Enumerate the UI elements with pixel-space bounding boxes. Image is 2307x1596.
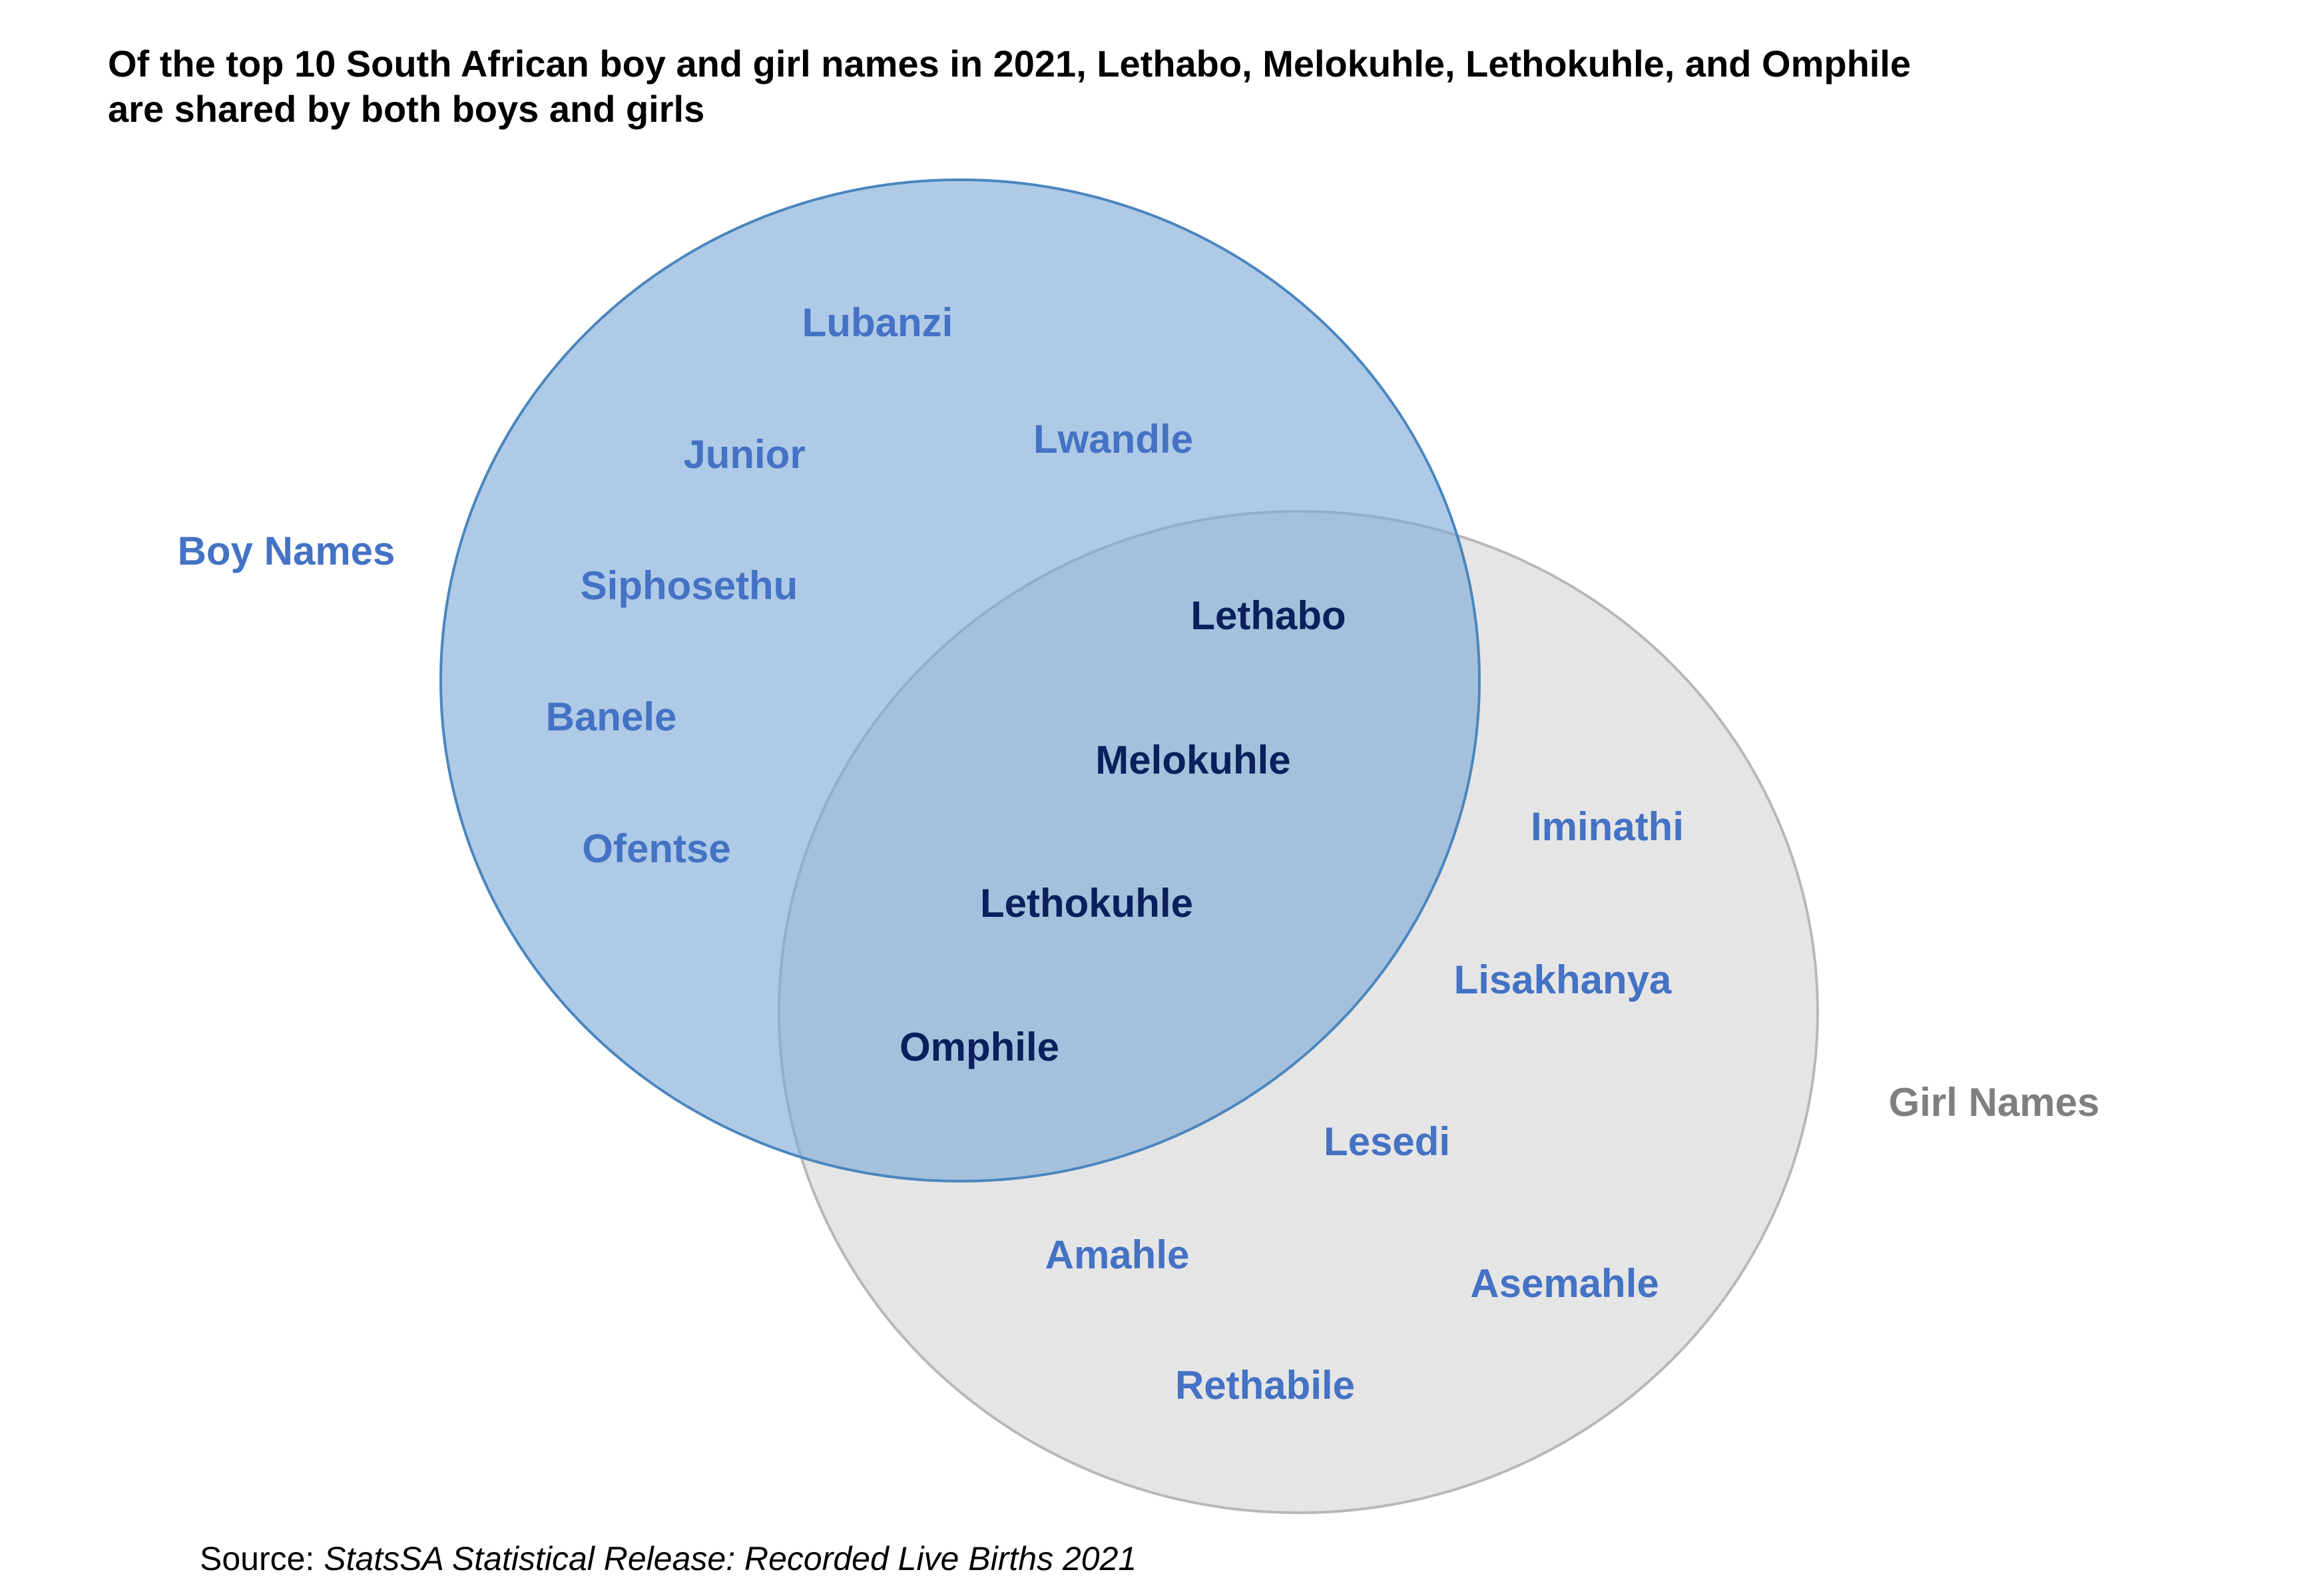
boy-name: Ofentse [582,826,730,871]
boy-names-label: Boy Names [178,529,395,573]
chart-title: Of the top 10 South African boy and girl… [108,41,2265,132]
boy-name: Lwandle [1033,417,1193,461]
girl-name: Lesedi [1324,1119,1450,1164]
boy-name: Lubanzi [802,300,953,345]
shared-name: Lethabo [1190,593,1346,638]
shared-name: Omphile [899,1025,1059,1069]
shared-name: Lethokuhle [980,881,1193,926]
girl-name: Rethabile [1175,1363,1355,1408]
shared-name: Melokuhle [1095,738,1290,782]
source-note: Source: StatsSA Statistical Release: Rec… [200,1539,1137,1578]
girl-name: Amahle [1045,1232,1190,1277]
boy-name: Junior [683,432,805,477]
boy-names-circle [439,178,1481,1183]
chart-title-line-1: Of the top 10 South African boy and girl… [108,43,1912,85]
girl-name: Iminathi [1531,804,1684,849]
boy-name: Banele [546,694,677,739]
source-prefix: Source: [200,1540,324,1577]
girl-name: Lisakhanya [1454,957,1672,1002]
boy-name: Siphosethu [581,563,798,608]
girl-names-label: Girl Names [1889,1080,2100,1125]
source-citation: StatsSA Statistical Release: Recorded Li… [324,1540,1137,1577]
chart-title-line-2: are shared by both boys and girls [108,88,705,130]
girl-name: Asemahle [1470,1261,1659,1306]
